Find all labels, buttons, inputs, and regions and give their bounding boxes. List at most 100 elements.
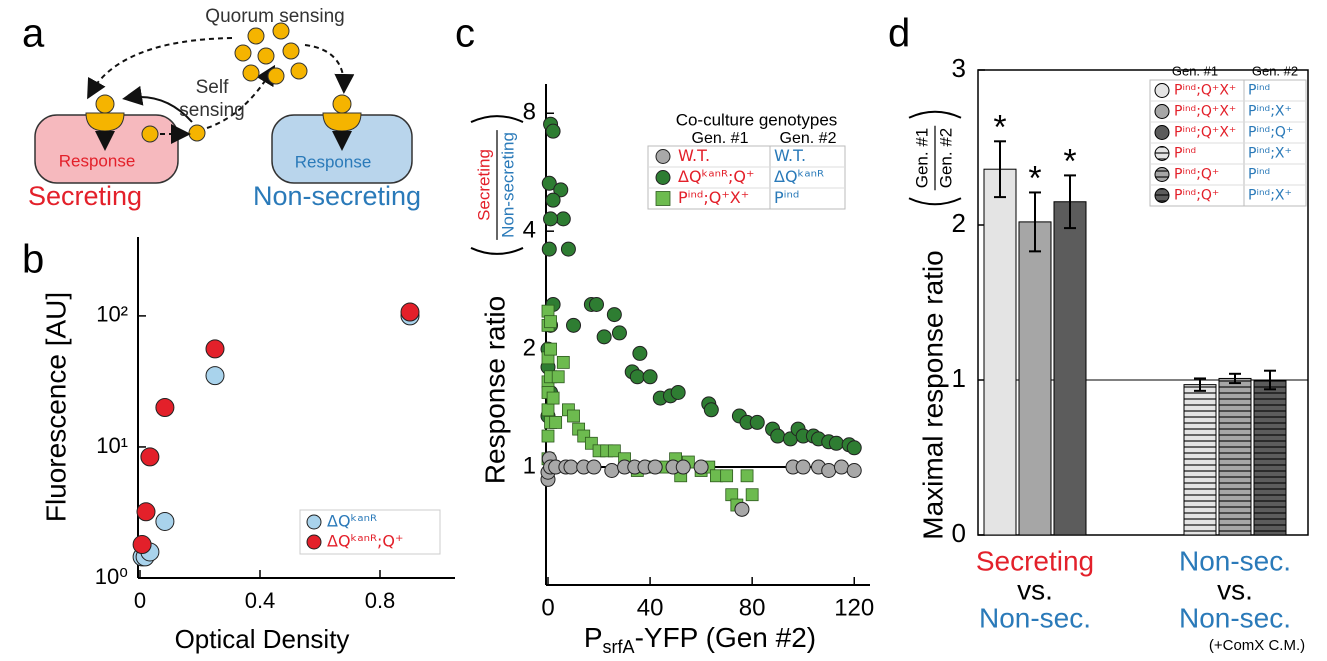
point: [607, 444, 621, 458]
bar: [1218, 377, 1252, 536]
y-tick-label: 10⁰: [95, 564, 128, 589]
point: [846, 462, 862, 478]
paren: [908, 110, 962, 119]
point: [740, 469, 754, 483]
group-label: Non-sec.: [1179, 602, 1291, 633]
point: [541, 429, 555, 443]
molecule: [332, 94, 352, 114]
receptor: [322, 112, 362, 132]
bar: [1183, 384, 1217, 536]
legend-label: Pⁱⁿᵈ: [1174, 146, 1196, 162]
legend-label: Pⁱⁿᵈ: [1248, 167, 1270, 183]
legend-header: Gen. #1: [692, 130, 749, 147]
point: [560, 241, 576, 257]
point: [611, 325, 627, 341]
paren: [470, 247, 524, 255]
response-label: Response: [59, 151, 136, 170]
y-tick-label: 2: [523, 334, 536, 361]
diagram: a Quorum sensing Self sensing Response R…: [22, 6, 421, 211]
legend-box: [647, 145, 846, 210]
point: [770, 428, 786, 444]
x-tick-label: 80: [739, 594, 766, 621]
y-tick-label: 3: [952, 53, 966, 83]
paren: [470, 115, 524, 123]
point: [675, 459, 691, 475]
point: [556, 355, 570, 369]
dashed-arrow: [304, 44, 355, 94]
x-axis-label: PsrfA-YFP (Gen #2): [584, 622, 816, 656]
point: [549, 416, 563, 429]
point: [205, 366, 225, 386]
x-tick-label: 0.4: [245, 588, 276, 613]
significance-star: *: [1063, 142, 1076, 180]
legend-label: Pⁱⁿᵈ;X⁺: [1248, 146, 1292, 162]
point: [544, 342, 557, 356]
point: [545, 123, 561, 139]
legend-label: Pⁱⁿᵈ;X⁺: [1248, 104, 1292, 120]
bar: [1053, 201, 1087, 536]
legend-marker: [1154, 146, 1170, 161]
fraction-denominator: Gen. #2: [936, 128, 955, 189]
group-label: Non-sec.: [1179, 545, 1291, 576]
point: [555, 211, 571, 227]
legend-marker: [306, 514, 322, 530]
x-tick-label: 120: [834, 594, 874, 621]
point: [140, 447, 160, 467]
point: [596, 329, 612, 345]
significance-star: *: [1028, 159, 1041, 197]
point: [136, 502, 156, 522]
legend-label: Pⁱⁿᵈ;Q⁺X⁺: [1174, 83, 1236, 99]
molecule-cluster: [234, 22, 308, 85]
point: [541, 403, 555, 417]
cell-label: Non-secreting: [253, 181, 421, 211]
fraction-numerator: Gen. #1: [912, 128, 931, 189]
point: [553, 182, 569, 198]
legend-marker: [1154, 167, 1170, 182]
legend-label: ΔQᵏᵃⁿᴿ;Q⁺: [678, 167, 754, 186]
legend-label: ΔQᵏᵃⁿᴿ;Q⁺: [327, 532, 403, 551]
point: [642, 369, 658, 385]
legend-title: Co-culture genotypes: [676, 110, 838, 129]
legend-label: Pⁱⁿᵈ;Q⁺X⁺: [1174, 104, 1236, 120]
point: [693, 459, 709, 475]
legend-label: Pⁱⁿᵈ: [1248, 83, 1270, 99]
bar: [1253, 379, 1287, 536]
group-label: (+ComX C.M.): [1209, 637, 1305, 654]
point: [400, 302, 420, 322]
y-axis-label: Response ratio: [479, 296, 510, 484]
panel-label: d: [888, 12, 910, 56]
molecule: [95, 94, 115, 114]
legend-label: Pⁱⁿᵈ;Q⁺X⁺: [678, 188, 749, 207]
molecule: [141, 125, 159, 143]
legend-marker: [655, 149, 671, 164]
point: [545, 192, 561, 208]
point: [566, 317, 582, 333]
plot-frame: [977, 69, 1309, 536]
point: [155, 511, 175, 531]
point: [541, 175, 557, 191]
y-tick-label: 2: [952, 208, 966, 238]
quorum-label: Quorum sensing: [205, 6, 344, 27]
point: [749, 414, 765, 430]
point: [632, 345, 648, 361]
response-label: Response: [295, 152, 372, 171]
y-tick-label: 8: [523, 99, 536, 126]
point: [670, 384, 686, 400]
point: [629, 369, 645, 385]
point: [132, 535, 152, 555]
point: [155, 398, 175, 417]
group-label: vs.: [1017, 574, 1053, 605]
self-label: sensing: [179, 100, 245, 121]
panel-label: c: [455, 12, 475, 56]
point: [563, 459, 579, 475]
point: [795, 459, 811, 475]
y-axis-label: Maximal response ratio: [917, 250, 948, 539]
point: [567, 409, 580, 423]
legend-label: Pⁱⁿᵈ;Q⁺: [1174, 188, 1219, 204]
point: [720, 469, 734, 483]
group-label: Secreting: [976, 545, 1094, 576]
ylabel-fraction: Gen. #1 Gen. #2: [908, 110, 962, 206]
point: [541, 241, 557, 257]
y-tick-label: 0: [952, 518, 966, 548]
